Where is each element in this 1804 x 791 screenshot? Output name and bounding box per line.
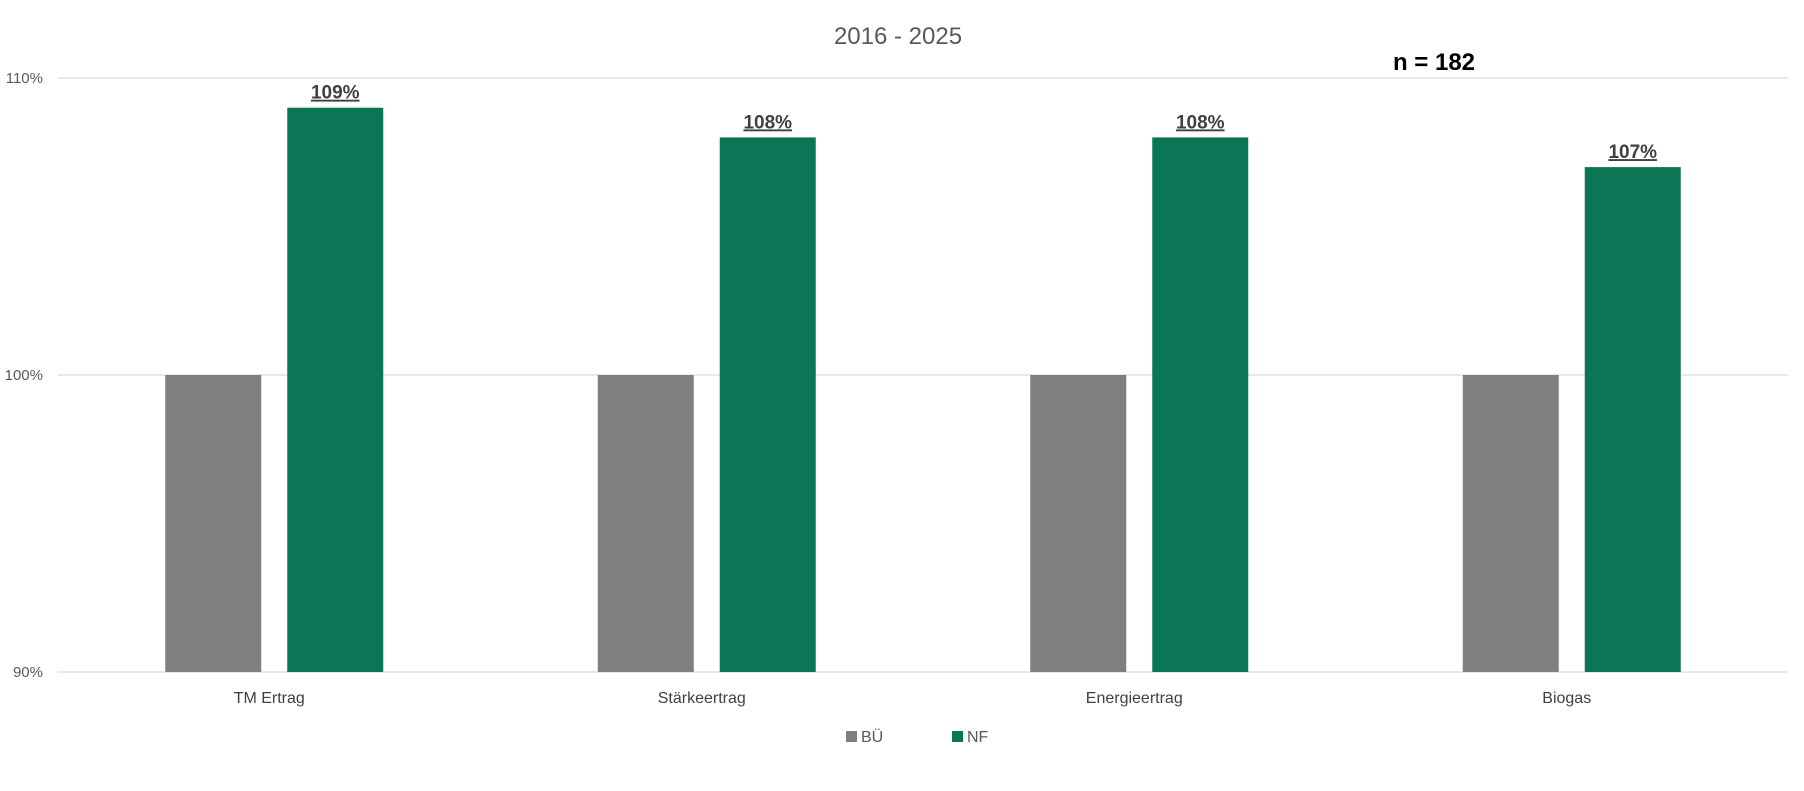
data-label: 107%	[1608, 142, 1657, 163]
bar-nf-2	[719, 137, 816, 672]
bar-bue-1	[165, 375, 262, 672]
x-axis-categories: TM Ertrag Stärkeertrag Energieertrag Biogas	[234, 690, 1592, 707]
legend: BÜ NF	[846, 728, 989, 746]
x-category-label: Stärkeertrag	[658, 690, 746, 707]
y-axis-ticks: 90% 100% 110%	[5, 70, 43, 681]
x-category-label: Energieertrag	[1086, 690, 1183, 707]
y-tick-label: 100%	[5, 367, 43, 384]
y-tick-label: 110%	[6, 70, 43, 87]
bar-bue-2	[597, 375, 694, 672]
legend-label: NF	[967, 729, 989, 746]
bar-bue-3	[1030, 375, 1127, 672]
legend-label: BÜ	[861, 728, 883, 746]
data-label: 108%	[743, 112, 792, 133]
bar-bue-4	[1462, 375, 1559, 672]
sample-size-annotation: n = 182	[1393, 49, 1475, 76]
bar-nf-4	[1584, 167, 1681, 672]
chart-title: 2016 - 2025	[834, 23, 962, 50]
data-labels: 109% 108% 108% 107%	[311, 83, 1657, 163]
bars	[165, 107, 1681, 672]
legend-swatch-bue	[846, 731, 857, 742]
legend-swatch-nf	[952, 731, 963, 742]
bar-nf-3	[1152, 137, 1249, 672]
bar-nf-1	[287, 107, 384, 672]
data-label: 109%	[311, 83, 360, 104]
x-category-label: TM Ertrag	[234, 690, 305, 707]
x-category-label: Biogas	[1542, 690, 1591, 707]
y-tick-label: 90%	[13, 664, 43, 681]
data-label: 108%	[1176, 112, 1225, 133]
